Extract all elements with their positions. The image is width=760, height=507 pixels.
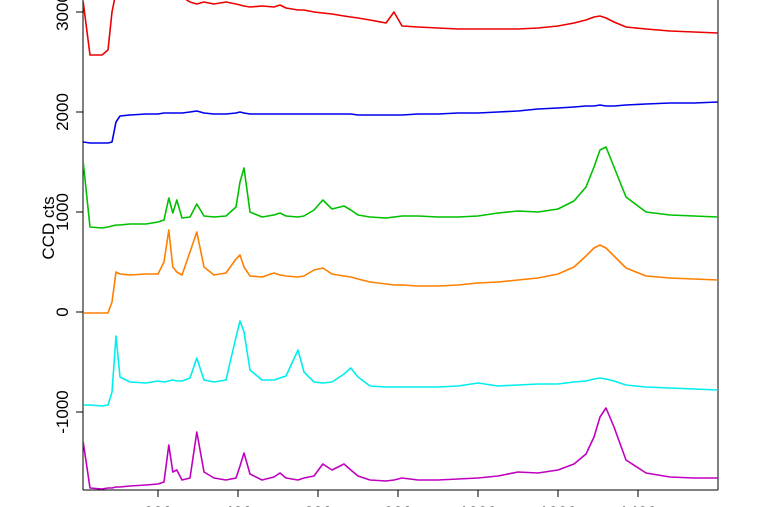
spectrum-line bbox=[83, 407, 718, 490]
y-tick-label: 3000 bbox=[53, 0, 72, 31]
spectrum-line bbox=[83, 146, 718, 229]
y-tick-label: 2000 bbox=[53, 93, 72, 131]
x-tick-label: 1200 bbox=[539, 503, 577, 507]
spectrum-line bbox=[83, 101, 718, 144]
x-tick-label: 800 bbox=[384, 503, 412, 507]
x-tick-label: 400 bbox=[224, 503, 252, 507]
y-tick-label: -1000 bbox=[53, 390, 72, 433]
spectrum-line bbox=[83, 229, 718, 314]
x-tick-label: 200 bbox=[144, 503, 172, 507]
y-tick-label: 0 bbox=[53, 307, 72, 316]
spectrum-line bbox=[83, 0, 718, 56]
plot-area bbox=[83, 0, 718, 490]
x-tick-label: 600 bbox=[304, 503, 332, 507]
x-tick-label: 1000 bbox=[459, 503, 497, 507]
spectrum-line bbox=[83, 320, 718, 407]
y-axis-label: CCD cts bbox=[39, 196, 58, 259]
x-tick-label: 1400 bbox=[619, 503, 657, 507]
y-tick-label: 1000 bbox=[53, 193, 72, 231]
